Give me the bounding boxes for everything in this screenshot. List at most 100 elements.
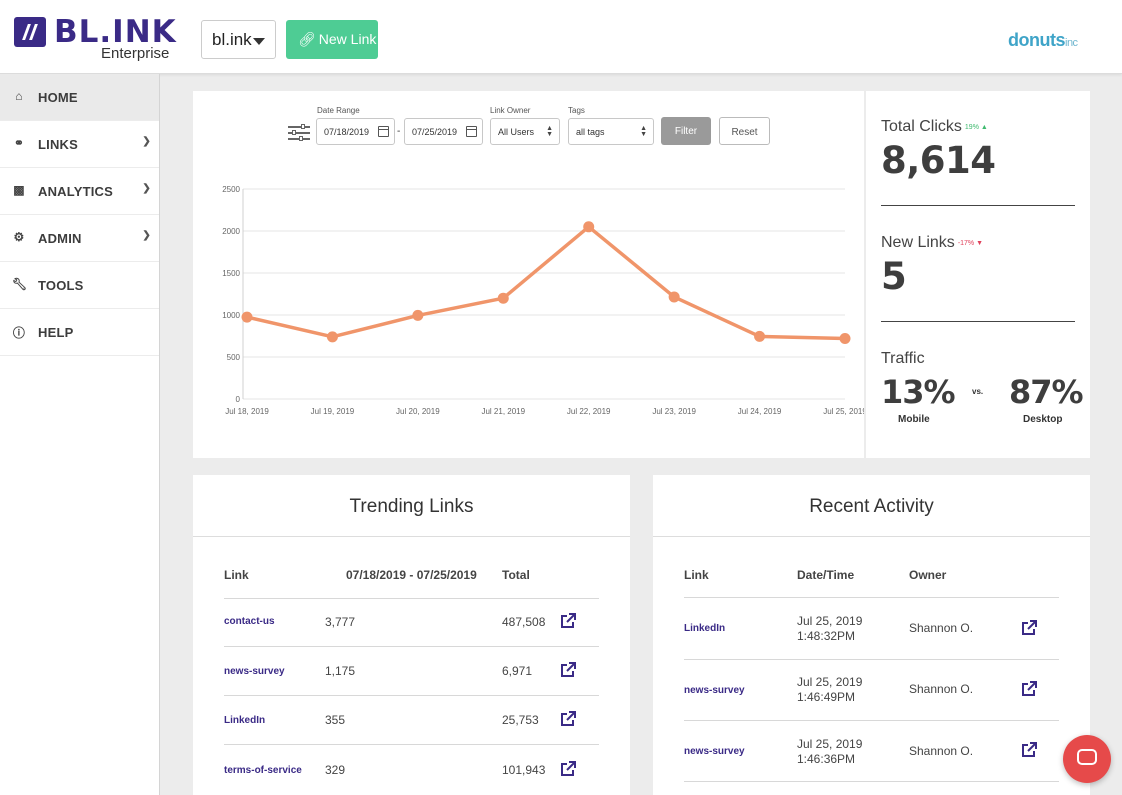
external-link-icon[interactable]: [1021, 681, 1037, 697]
date-separator: -: [397, 126, 401, 137]
home-icon: ⌂: [15, 89, 23, 103]
vs-label: vs.: [972, 387, 984, 396]
x-tick-label: Jul 21, 2019: [481, 407, 525, 416]
activity-date: Jul 25, 2019: [797, 737, 863, 751]
date-from-input[interactable]: 07/18/2019: [316, 118, 395, 145]
trending-link[interactable]: terms-of-service: [224, 765, 302, 776]
col-header-link: Link: [224, 568, 249, 582]
external-link-icon[interactable]: [560, 613, 576, 629]
domain-select[interactable]: bl.ink: [201, 20, 276, 59]
sidebar-item-links[interactable]: ⚭ LINKS ❯: [0, 121, 159, 168]
external-link-icon[interactable]: [1021, 620, 1037, 636]
chevron-down-icon: ❯: [142, 230, 151, 241]
activity-time: 1:46:36PM: [797, 752, 856, 766]
x-tick-label: Jul 18, 2019: [225, 407, 269, 416]
top-header: BL.INK Enterprise bl.ink 🔗︎ New Link donu…: [0, 0, 1122, 74]
activity-link[interactable]: news-survey: [684, 685, 745, 696]
external-link-icon[interactable]: [560, 711, 576, 727]
activity-link[interactable]: LinkedIn: [684, 623, 726, 634]
trending-link[interactable]: LinkedIn: [224, 715, 266, 726]
activity-date: Jul 25, 2019: [797, 614, 863, 628]
divider: [684, 781, 1059, 782]
sidebar-item-label: HELP: [38, 325, 74, 340]
new-link-button[interactable]: 🔗︎ New Link: [286, 20, 378, 59]
activity-time: 1:46:49PM: [797, 690, 856, 704]
reset-button[interactable]: Reset: [719, 117, 770, 145]
new-link-label: New Link: [318, 31, 377, 47]
data-point: [326, 331, 338, 343]
logo-text: BL.INK: [54, 14, 177, 50]
help-icon: ⓘ: [12, 326, 26, 340]
date-to-input[interactable]: 07/25/2019: [404, 118, 483, 145]
data-point: [412, 309, 424, 321]
new-links-title: New Links -17% ▼: [881, 234, 983, 252]
chevron-down-icon: ❯: [142, 136, 151, 147]
chat-widget-button[interactable]: [1063, 735, 1111, 783]
partner-logo-text: donuts: [1008, 30, 1066, 50]
sidebar-item-analytics[interactable]: ▩ ANALYTICS ❯: [0, 168, 159, 215]
sidebar-item-label: ADMIN: [38, 231, 82, 246]
col-header-link: Link: [684, 568, 709, 582]
trending-range-count: 1,175: [325, 664, 356, 678]
bar-chart-icon: ▩: [13, 183, 25, 197]
y-tick-label: 2500: [222, 185, 240, 194]
data-point: [668, 291, 680, 303]
x-tick-label: Jul 19, 2019: [311, 407, 355, 416]
desktop-percent: 87%: [1009, 373, 1084, 411]
external-link-icon[interactable]: [560, 761, 576, 777]
desktop-label: Desktop: [1023, 414, 1063, 425]
select-arrows-icon: ▲ ▼: [640, 125, 647, 138]
trending-total: 25,753: [502, 713, 539, 727]
wrench-icon: 🔧︎: [12, 277, 28, 291]
divider: [684, 659, 1059, 660]
trending-total: 101,943: [502, 763, 546, 777]
date-range-label: Date Range: [317, 106, 360, 115]
trending-total: 6,971: [502, 664, 533, 678]
sidebar-item-help[interactable]: ⓘ HELP: [0, 309, 159, 356]
chevron-down-icon: ❯: [142, 183, 151, 194]
sidebar-item-home[interactable]: ⌂ HOME: [0, 74, 159, 121]
blink-logo[interactable]: BL.INK Enterprise: [14, 15, 176, 63]
domain-select-value: bl.ink: [212, 30, 252, 49]
gear-icon: ⚙: [13, 230, 25, 244]
trending-links-card: Trending Links Link 07/18/2019 - 07/25/2…: [193, 475, 630, 795]
link-icon: 🔗︎: [298, 31, 316, 47]
link-owner-select[interactable]: All Users ▲ ▼: [490, 118, 560, 145]
tags-label: Tags: [568, 106, 585, 115]
col-header-datetime: Date/Time: [797, 568, 855, 582]
filter-button[interactable]: Filter: [661, 117, 711, 145]
y-tick-label: 0: [236, 395, 241, 404]
new-links-delta: -17% ▼: [957, 240, 984, 247]
data-point: [241, 311, 253, 323]
col-header-range: 07/18/2019 - 07/25/2019: [346, 568, 477, 582]
external-link-icon[interactable]: [560, 662, 576, 678]
sidebar-item-admin[interactable]: ⚙ ADMIN ❯: [0, 215, 159, 262]
sidebar-item-tools[interactable]: 🔧︎ TOOLS: [0, 262, 159, 309]
traffic-label: Traffic: [881, 350, 925, 367]
total-clicks-delta: 19% ▲: [964, 124, 988, 131]
trending-link[interactable]: news-survey: [224, 666, 285, 677]
link-owner-value: All Users: [498, 127, 535, 137]
trending-link[interactable]: contact-us: [224, 616, 275, 627]
x-tick-label: Jul 22, 2019: [567, 407, 611, 416]
y-tick-label: 2000: [222, 227, 240, 236]
stats-panel: Total Clicks 19% ▲ 8,614 New Links -17% ▼ …: [866, 91, 1090, 458]
recent-activity-card: Recent Activity Link Date/Time Owner Lin…: [653, 475, 1090, 795]
x-tick-label: Jul 20, 2019: [396, 407, 440, 416]
filter-sliders-icon[interactable]: [288, 124, 310, 141]
clicks-line-chart: 0 500 1000 1500 2000 2500 Jul 18, 2019 Jul 19, …: [222, 185, 864, 416]
tags-select[interactable]: all tags ▲ ▼: [568, 118, 654, 145]
total-clicks-title: Total Clicks 19% ▲: [881, 118, 988, 136]
divider: [224, 695, 599, 696]
total-clicks-value: 8,614: [881, 139, 996, 182]
activity-owner: Shannon O.: [909, 621, 974, 635]
external-link-icon[interactable]: [1021, 742, 1037, 758]
calendar-icon: [466, 126, 477, 137]
activity-link[interactable]: news-survey: [684, 746, 745, 757]
y-tick-label: 500: [227, 353, 241, 362]
tags-value: all tags: [576, 127, 605, 137]
date-from-value: 07/18/2019: [324, 127, 370, 137]
sidebar: ⌂ HOME ⚭ LINKS ❯ ▩ ANALYTICS ❯ ⚙ ADMIN ❯…: [0, 74, 160, 795]
sidebar-item-label: ANALYTICS: [38, 184, 113, 199]
partner-logo-suffix: inc: [1065, 37, 1078, 49]
